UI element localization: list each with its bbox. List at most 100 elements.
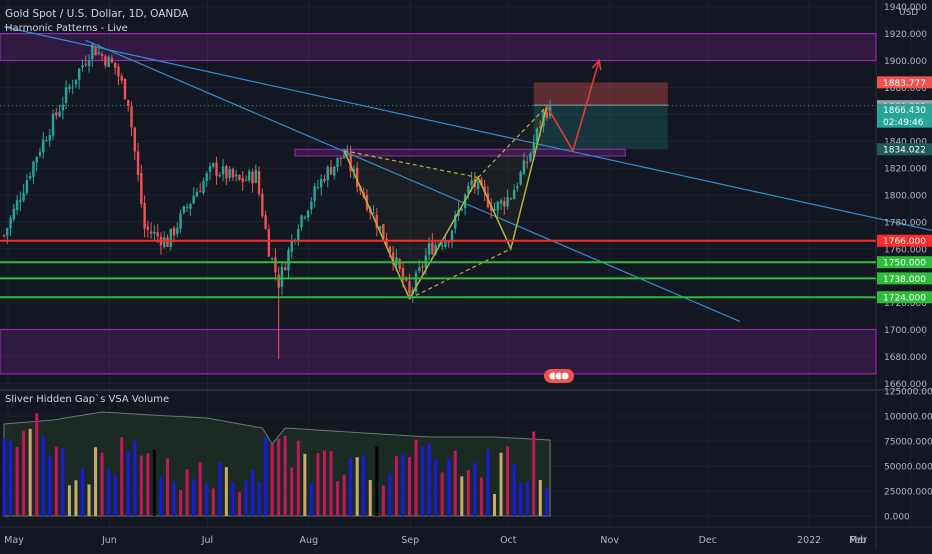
candle-body [254,169,257,183]
candle-body [94,46,97,56]
candle-body [140,173,143,204]
candle-body [9,217,12,229]
candle-body [149,231,153,234]
volume-bar [362,455,366,516]
volume-bar [538,479,542,516]
candle-body [414,272,418,292]
candle-body [19,200,22,203]
volume-bar [107,469,111,516]
volume-bar [329,451,333,516]
pattern-ac-line [409,248,512,300]
target-price-label-bg [877,143,932,156]
trade-box-layer [0,82,876,150]
candle-body [532,142,535,154]
volume-bar [401,454,405,516]
candle-body [74,79,78,85]
volume-bar [303,453,307,516]
candle-body [195,192,199,197]
candle-body [267,228,271,257]
candle-body [529,153,532,161]
candle-body [476,181,480,190]
candle-body [192,195,195,204]
volume-bar [486,449,490,516]
candle-body [535,128,539,142]
volume-bar [139,455,143,516]
candle-body [241,178,244,183]
candle-body [113,62,117,68]
volume-bar [22,430,26,516]
volume-bar [493,493,496,516]
candle-body [277,274,280,288]
support-line-layer [0,239,876,299]
candle-body [32,161,35,177]
pattern-xb-line [343,150,479,179]
candle-body [378,226,382,230]
price-tick-label: 1680.000 [884,353,927,363]
candle-body [123,79,127,100]
candle-body [35,157,38,163]
volume-tick-label: 100000.000 [884,413,932,423]
object-tree-pill[interactable] [544,369,574,383]
candle-body [202,180,205,193]
trendline [85,39,740,322]
candle-body [391,252,395,265]
candle-body [172,228,176,236]
candle-body [81,65,84,68]
candle-body [120,75,123,81]
resistance-zone [0,33,877,62]
volume-bar [512,463,516,516]
last-price-label-text: 1866.430 [883,106,926,116]
price-tick-label: 1780.000 [884,218,927,228]
candle-body [2,235,6,237]
candle-body [146,226,150,230]
volume-bar [198,462,202,516]
candle-body [319,178,323,188]
volume-bar [414,439,418,516]
projection-path [546,60,600,153]
volume-bar [453,450,457,516]
volume-tick-label: 0.000 [884,513,910,523]
volume-bar [211,488,215,516]
volume-bar [152,449,156,516]
volume-bar [54,446,58,516]
candle-body [355,167,359,187]
volume-bar [532,431,536,516]
time-tick-label: May [4,535,24,546]
stop-price-label: 1883.777 [877,76,932,89]
candle-body [454,214,457,229]
candle-body [316,187,320,189]
volume-bar [192,479,196,516]
candle-body [440,245,444,247]
volume-bar [231,482,235,516]
candle-body [130,106,133,128]
candle-body [261,193,264,216]
volume-bar [87,484,91,516]
volume-bar [283,435,287,516]
candle-body [496,202,499,211]
candle-body [55,112,58,116]
candle-body [127,100,130,106]
support-price-label: 1750.000 [877,256,932,269]
price-tick-label: 1800.000 [884,192,927,202]
volume-bar [146,453,150,516]
candle-body [228,169,231,178]
candle-body [251,171,254,184]
candle-body [444,240,447,248]
pill-dot[interactable] [560,371,570,381]
candle-body [405,278,408,281]
candle-body [470,180,473,185]
volume-bar [179,489,183,516]
candle-body [506,196,509,207]
price-tick-label: 1840.000 [884,138,927,148]
candle-body [297,229,300,241]
volume-layer [2,411,551,517]
candle-body [303,216,307,218]
volume-bar [322,450,326,516]
candle-body [545,112,549,118]
volume-bar [67,485,71,516]
volume-bar [381,485,385,516]
candle-body [163,237,166,247]
volume-bar [244,480,248,516]
